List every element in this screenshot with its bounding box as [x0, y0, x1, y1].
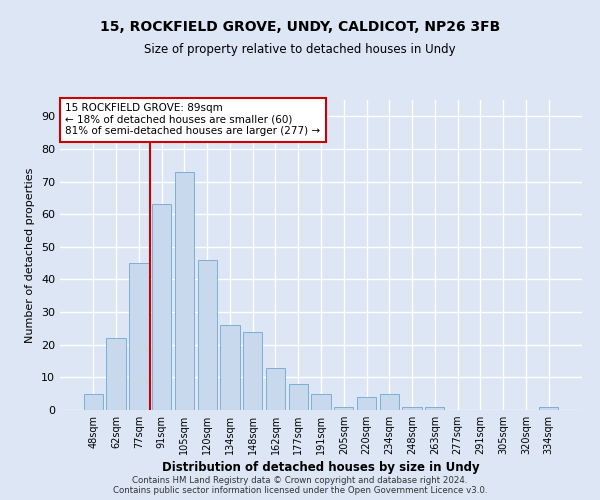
Bar — [152, 204, 172, 410]
Bar — [357, 397, 376, 410]
Bar — [220, 325, 239, 410]
Bar — [425, 406, 445, 410]
Text: Distribution of detached houses by size in Undy: Distribution of detached houses by size … — [162, 461, 480, 474]
Bar — [175, 172, 194, 410]
Bar — [311, 394, 331, 410]
Text: 15, ROCKFIELD GROVE, UNDY, CALDICOT, NP26 3FB: 15, ROCKFIELD GROVE, UNDY, CALDICOT, NP2… — [100, 20, 500, 34]
Text: Size of property relative to detached houses in Undy: Size of property relative to detached ho… — [144, 42, 456, 56]
Bar — [243, 332, 262, 410]
Bar — [84, 394, 103, 410]
Bar — [106, 338, 126, 410]
Bar — [380, 394, 399, 410]
Bar — [266, 368, 285, 410]
Bar — [129, 263, 149, 410]
Bar — [334, 406, 353, 410]
Y-axis label: Number of detached properties: Number of detached properties — [25, 168, 35, 342]
Bar — [539, 406, 558, 410]
Bar — [197, 260, 217, 410]
Bar — [289, 384, 308, 410]
Text: 15 ROCKFIELD GROVE: 89sqm
← 18% of detached houses are smaller (60)
81% of semi-: 15 ROCKFIELD GROVE: 89sqm ← 18% of detac… — [65, 103, 320, 136]
Bar — [403, 406, 422, 410]
Text: Contains HM Land Registry data © Crown copyright and database right 2024.: Contains HM Land Registry data © Crown c… — [132, 476, 468, 485]
Text: Contains public sector information licensed under the Open Government Licence v3: Contains public sector information licen… — [113, 486, 487, 495]
